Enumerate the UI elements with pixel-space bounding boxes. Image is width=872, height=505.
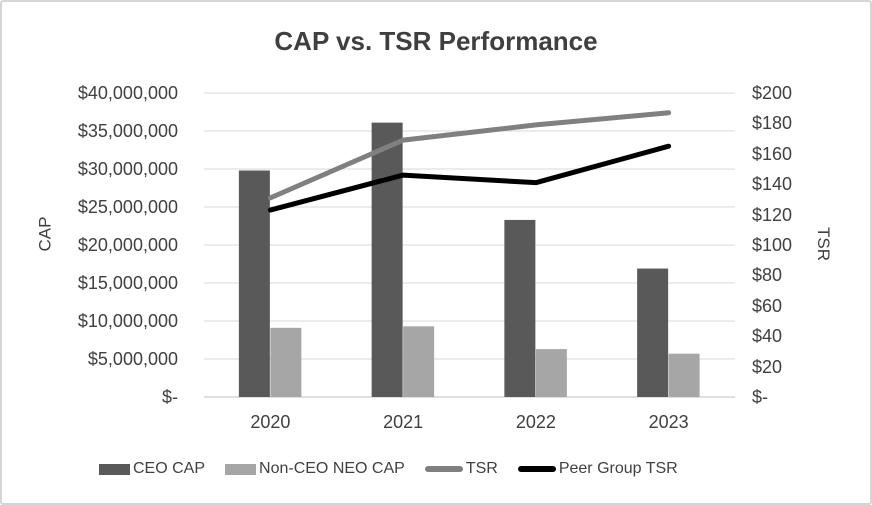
left-tick-label: $25,000,000	[77, 197, 178, 217]
right-tick-label: $-	[752, 387, 769, 407]
right-tick-label: $200	[752, 83, 793, 103]
legend-label: Peer Group TSR	[558, 460, 678, 477]
legend-bar-swatch	[99, 463, 130, 475]
legend-item-peer-group-tsr[interactable]: Peer Group TSR	[517, 460, 678, 478]
bar-ceo-cap-2020[interactable]	[238, 170, 270, 397]
x-axis-label-2021: 2021	[383, 412, 424, 432]
legend-line-swatch	[424, 466, 463, 472]
legend-item-tsr[interactable]: TSR	[424, 460, 498, 478]
legend: CEO CAP Non-CEO NEO CAP TSR Peer Group TSR	[99, 457, 678, 481]
right-tick-label: $40	[752, 326, 783, 347]
left-tick-label: $40,000,000	[77, 83, 178, 103]
legend-label: TSR	[465, 460, 498, 477]
bar-ceo-cap-2022[interactable]	[504, 219, 536, 397]
right-tick-label: $100	[752, 235, 793, 255]
left-tick-label: $30,000,000	[77, 159, 178, 179]
bar-non-ceo-neo-cap-2022[interactable]	[535, 349, 567, 397]
legend-bar-swatch	[225, 463, 257, 475]
legend-item-non-ceo-neo-cap[interactable]: Non-CEO NEO CAP	[225, 460, 405, 478]
right-tick-label: $80	[752, 265, 783, 286]
legend-label: CEO CAP	[133, 460, 206, 477]
bar-non-ceo-neo-cap-2023[interactable]	[668, 353, 700, 397]
x-axis-label-2022: 2022	[515, 412, 556, 432]
right-tick-label: $20	[752, 356, 783, 377]
left-tick-label: $20,000,000	[77, 235, 178, 255]
x-axis-label-2020: 2020	[250, 412, 291, 432]
bar-ceo-cap-2021[interactable]	[371, 122, 403, 397]
legend-line-swatch	[517, 466, 556, 472]
left-tick-label: $15,000,000	[77, 273, 178, 293]
line-tsr[interactable]	[267, 110, 672, 201]
bar-non-ceo-neo-cap-2020[interactable]	[270, 327, 302, 397]
left-tick-label: $10,000,000	[77, 311, 178, 331]
legend-item-ceo-cap[interactable]: CEO CAP	[99, 460, 205, 478]
right-tick-label: $60	[752, 295, 783, 316]
legend-label: Non-CEO NEO CAP	[259, 460, 405, 477]
bar-non-ceo-neo-cap-2021[interactable]	[403, 326, 435, 397]
left-tick-label: $5,000,000	[87, 349, 178, 369]
chart-title: CAP vs. TSR Performance	[274, 26, 598, 56]
line-peer-group-tsr[interactable]	[267, 143, 672, 213]
right-tick-label: $160	[752, 143, 793, 164]
left-tick-label: $-	[161, 387, 178, 407]
right-tick-label: $180	[752, 113, 793, 134]
right-tick-label: $120	[752, 204, 793, 225]
right-tick-label: $140	[752, 174, 793, 195]
x-axis-label-2023: 2023	[648, 412, 689, 432]
bar-ceo-cap-2023[interactable]	[637, 268, 669, 397]
left-tick-label: $35,000,000	[77, 121, 178, 141]
